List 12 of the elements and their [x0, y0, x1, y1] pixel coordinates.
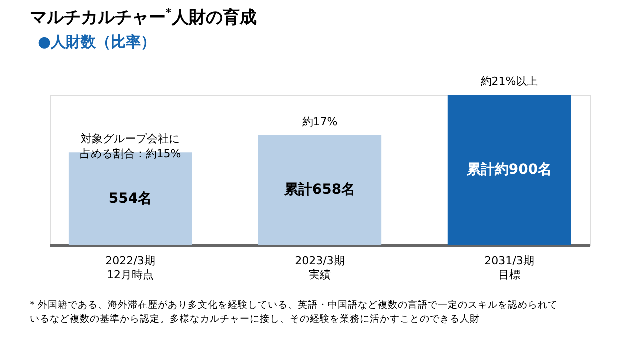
- chart-subtitle: ●人財数（比率）: [38, 33, 156, 51]
- annotation: 対象グループ会社に占める割合：約15%: [80, 132, 182, 161]
- x-tick-label: 2022/3期12月時点: [106, 254, 156, 282]
- annotation: 約17%: [302, 115, 338, 128]
- annotation: 約21%以上: [480, 75, 538, 88]
- text: * 外国籍である、海外滞在歴があり多文化を経験している、英語・中国語など複数の言語で一定のスキルを認められているなど複数の基準から認定。多様なカルチャーに接し、その経験を業務に活かすことのできる人財: [30, 299, 558, 325]
- data-label: 累計658名: [283, 182, 356, 198]
- data-label: 554名: [108, 190, 152, 207]
- x-tick-label: 2031/3期目標: [484, 254, 534, 282]
- chart-title: マルチカルチャー*人財の育成: [30, 7, 258, 28]
- data-label: 累計約900名: [466, 162, 552, 178]
- x-tick-label: 2023/3期実績: [295, 254, 345, 282]
